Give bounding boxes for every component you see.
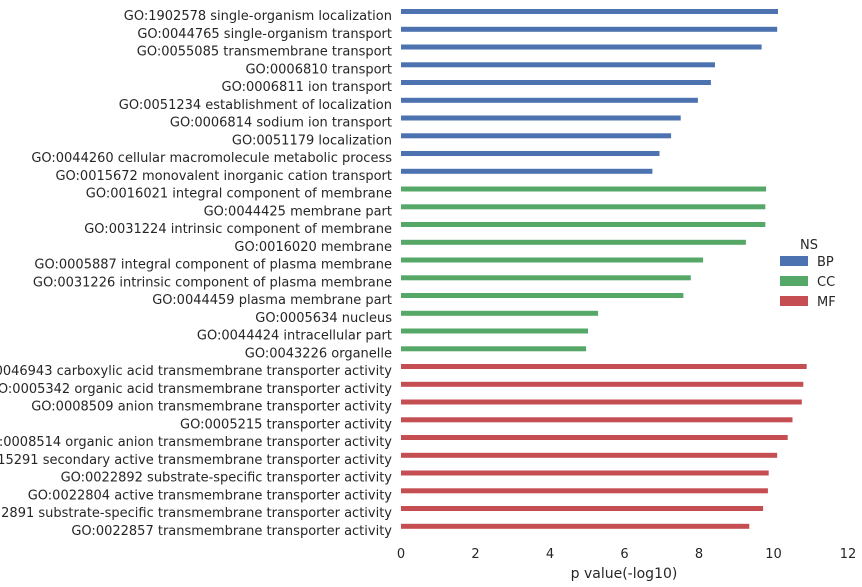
bar-mf: [401, 506, 764, 511]
bar-mf: [401, 417, 793, 423]
bar-cc: [401, 257, 704, 263]
bar-mf: [401, 435, 788, 440]
category-label: GO:0022891 substrate-specific transmembr…: [0, 506, 392, 521]
category-label: GO:0022857 transmembrane transporter act…: [71, 524, 392, 539]
category-label: GO:0006814 sodium ion transport: [170, 116, 392, 131]
legend-title: NS: [800, 238, 818, 253]
category-label: GO:0006811 ion transport: [222, 80, 393, 95]
category-label: GO:0055085 transmembrane transport: [137, 45, 392, 60]
legend-label-cc: CC: [817, 275, 835, 290]
bar-cc: [401, 275, 691, 281]
bar-bp: [401, 26, 778, 32]
legend-swatch-bp: [780, 256, 808, 266]
bar-cc: [401, 293, 684, 298]
bar-mf: [401, 488, 768, 494]
category-label: GO:0005342 organic acid transmembrane tr…: [0, 382, 392, 397]
category-label: GO:0015672 monovalent inorganic cation t…: [55, 169, 392, 184]
x-tick-label: 4: [546, 547, 554, 562]
legend-swatch-cc: [780, 276, 808, 286]
bar-mf: [401, 470, 769, 476]
category-label: GO:0051234 establishment of localization: [119, 98, 392, 113]
category-label: GO:0031226 intrinsic component of plasma…: [33, 275, 392, 290]
bar-cc: [401, 186, 767, 192]
bar-bp: [401, 62, 715, 68]
bar-bp: [401, 151, 660, 156]
bar-group: [401, 9, 807, 529]
bar-mf: [401, 381, 804, 387]
x-axis-title: p value(-log10): [571, 566, 678, 582]
bar-bp: [401, 9, 778, 14]
bar-bp: [401, 133, 672, 139]
bar-cc: [401, 204, 766, 210]
category-label: GO:0005887 integral component of plasma …: [34, 258, 392, 273]
bar-bp: [401, 115, 681, 121]
bar-bp: [401, 80, 711, 85]
bar-cc: [401, 310, 599, 316]
bar-cc: [401, 328, 588, 334]
category-label: GO:0016021 integral component of membran…: [86, 187, 392, 202]
category-label: GO:0022892 substrate-specific transporte…: [61, 471, 393, 486]
category-label: GO:0006810 transport: [245, 62, 392, 77]
x-tick-group: 0 2 4 6 8 10 12: [397, 547, 856, 562]
category-label: GO:0005215 transporter activity: [180, 417, 392, 432]
legend-label-bp: BP: [817, 255, 834, 270]
x-tick-label: 0: [397, 547, 405, 562]
bar-mf: [401, 364, 807, 369]
category-label: GO:1902578 single-organism localization: [124, 9, 392, 24]
x-tick-label: 12: [840, 547, 857, 562]
category-label: GO:0008509 anion transmembrane transport…: [31, 400, 392, 415]
category-label: GO:0046943 carboxylic acid transmembrane…: [0, 364, 392, 379]
category-label: GO:0044459 plasma membrane part: [152, 293, 392, 308]
x-tick-label: 2: [471, 547, 479, 562]
bar-bp: [401, 168, 653, 174]
bar-bp: [401, 97, 698, 103]
category-label: GO:0044425 membrane part: [204, 204, 392, 219]
bar-mf: [401, 452, 778, 458]
bar-cc: [401, 239, 746, 245]
bar-mf: [401, 399, 802, 405]
category-label: GO:0043226 organelle: [245, 346, 392, 361]
x-tick-label: 10: [765, 547, 782, 562]
bar-mf: [401, 523, 750, 529]
category-label: GO:0005634 nucleus: [255, 311, 392, 326]
legend-swatch-mf: [780, 296, 808, 306]
bar-cc: [401, 222, 766, 227]
bar-bp: [401, 44, 762, 50]
category-label: GO:0022804 active transmembrane transpor…: [28, 488, 393, 503]
category-label: GO:0031224 intrinsic component of membra…: [84, 222, 392, 237]
category-label: GO:0051179 localization: [232, 133, 392, 148]
category-label-group: GO:1902578 single-organism localization G…: [0, 9, 392, 539]
category-label: GO:0015291 secondary active transmembran…: [0, 453, 392, 468]
category-label: GO:0044424 intracellular part: [197, 329, 392, 344]
legend-label-mf: MF: [817, 295, 836, 310]
category-label: GO:0008514 organic anion transmembrane t…: [0, 435, 392, 450]
category-label: GO:0016020 membrane: [234, 240, 392, 255]
legend: NS BP CC MF: [780, 238, 836, 310]
category-label: GO:0044260 cellular macromolecule metabo…: [31, 151, 392, 166]
bar-cc: [401, 346, 587, 352]
x-tick-label: 6: [620, 547, 628, 562]
x-tick-label: 8: [695, 547, 703, 562]
category-label: GO:0044765 single-organism transport: [137, 27, 392, 42]
